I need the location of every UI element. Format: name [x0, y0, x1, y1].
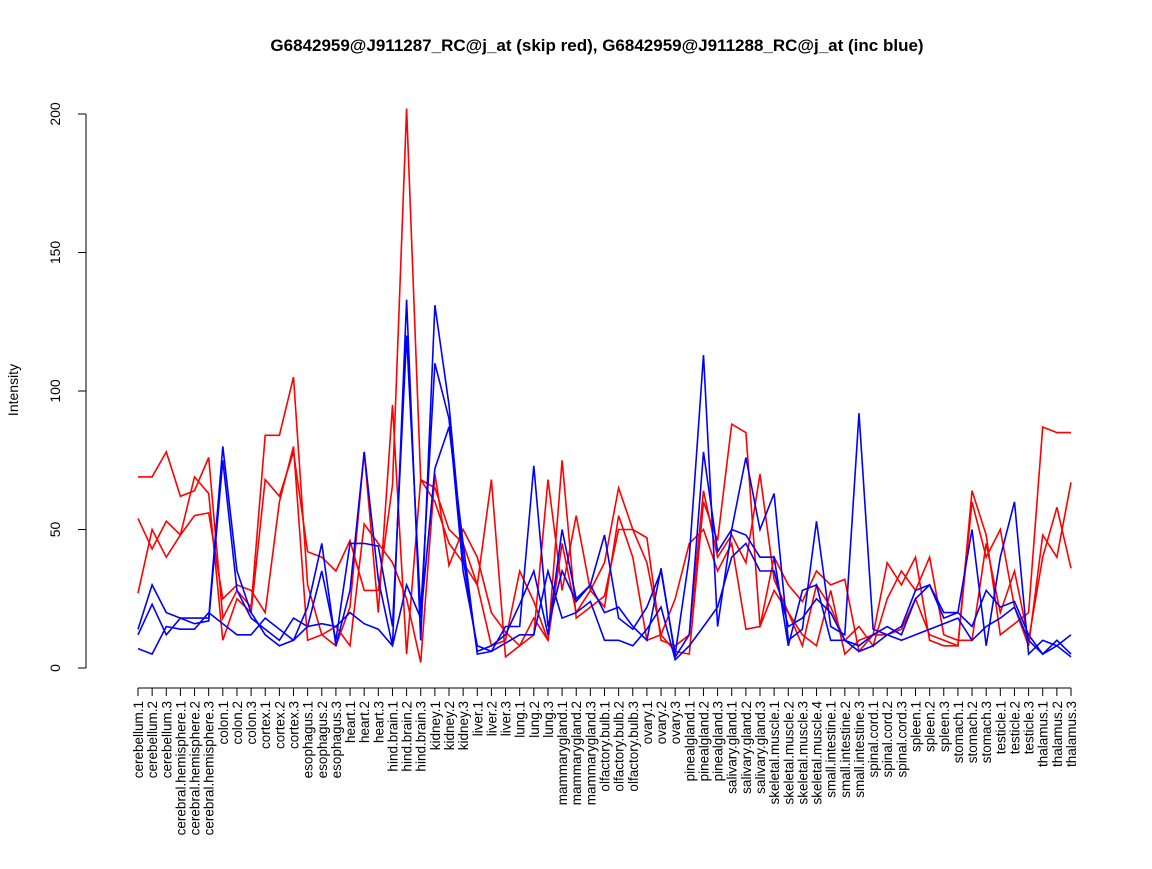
series-line-skip-3: [137, 446, 1072, 663]
x-tick-label: mammarygland.1: [555, 701, 570, 805]
y-tick-label: 150: [47, 241, 63, 265]
x-tick-label: heart.2: [357, 701, 372, 743]
series-line-inc-1: [137, 299, 1072, 656]
x-tick-label: small.intestine.3: [852, 701, 867, 798]
x-tick-label: cortex.3: [287, 701, 302, 749]
x-tick-label: ovary.3: [668, 701, 683, 744]
chart-title: G6842959@J911287_RC@j_at (skip red), G68…: [270, 36, 923, 55]
x-tick-label: liver.3: [499, 701, 514, 736]
x-tick-label: cerebellum.3: [159, 701, 174, 778]
x-tick-label: testicle.3: [1022, 701, 1037, 754]
x-tick-label: kidney.1: [428, 701, 443, 750]
y-axis-label: Intensity: [5, 364, 21, 416]
series-line-skip-1: [138, 376, 1071, 659]
x-tick-label: skeletal.muscle.2: [781, 701, 796, 805]
x-tick-label: hind.brain.3: [414, 701, 429, 772]
x-tick-label: skeletal.muscle.3: [795, 701, 810, 805]
x-tick-label: olfactory.bulb.3: [626, 701, 641, 792]
x-tick-label: heart.3: [371, 701, 386, 743]
x-tick-label: ovary.1: [640, 701, 655, 744]
x-tick-label: spinal.cord.2: [880, 701, 895, 778]
x-tick-label: skeletal.muscle.1: [767, 701, 782, 805]
x-tick-label: cortex.2: [272, 701, 287, 749]
x-tick-label: cerebral.hemisphere.3: [202, 701, 217, 835]
x-tick-label: hind.brain.1: [385, 701, 400, 772]
x-tick-label: pinealgland.2: [696, 701, 711, 781]
x-tick-label: olfactory.bulb.2: [612, 701, 627, 792]
x-tick-label: mammarygland.3: [583, 701, 598, 805]
y-tick-label: 50: [47, 522, 63, 538]
x-tick-label: pinealgland.1: [682, 701, 697, 781]
y-tick-label: 200: [47, 102, 63, 126]
x-tick-label: spleen.1: [909, 701, 924, 752]
x-tick-label: mammarygland.2: [569, 701, 584, 805]
x-axis: cerebellum.1 cerebellum.2 cerebellum.3 cere…: [131, 687, 1079, 835]
x-tick-label: cerebral.hemisphere.2: [188, 701, 203, 835]
x-tick-label: salivary.gland.1: [725, 701, 740, 794]
x-tick-label: esophagus.1: [301, 701, 316, 778]
x-tick-label: liver.1: [470, 701, 485, 736]
x-tick-label: hind.brain.2: [400, 701, 415, 772]
x-tick-label: heart.1: [343, 701, 358, 743]
x-tick-label: lung.1: [513, 701, 528, 738]
x-tick-label: stomach.1: [951, 701, 966, 763]
y-tick-label: 0: [47, 664, 63, 672]
x-tick-label: thalamus.1: [1036, 701, 1051, 767]
x-tick-label: ovary.2: [654, 701, 669, 744]
x-tick-label: cortex.1: [258, 701, 273, 749]
x-tick-label: colon.3: [244, 701, 259, 745]
x-tick-label: thalamus.2: [1050, 701, 1065, 767]
series-line-inc-3: [137, 426, 1072, 662]
x-tick-label: stomach.2: [965, 701, 980, 763]
y-tick-label: 100: [47, 379, 63, 403]
series-line-inc-2: [137, 335, 1072, 660]
x-tick-label: testicle.2: [1007, 701, 1022, 754]
x-tick-label: olfactory.bulb.1: [598, 701, 613, 792]
x-tick-label: small.intestine.1: [824, 701, 839, 798]
x-tick-label: small.intestine.2: [838, 701, 853, 798]
x-tick-label: testicle.1: [993, 701, 1008, 754]
x-tick-label: kidney.2: [442, 701, 457, 750]
x-tick-label: colon.1: [216, 701, 231, 745]
x-tick-label: spleen.2: [923, 701, 938, 752]
x-tick-label: stomach.3: [979, 701, 994, 763]
x-tick-label: lung.2: [527, 701, 542, 738]
x-tick-label: spleen.3: [937, 701, 952, 752]
x-tick-label: cerebellum.1: [131, 701, 146, 778]
x-tick-label: salivary.gland.3: [753, 701, 768, 794]
x-tick-label: esophagus.2: [315, 701, 330, 778]
x-tick-label: pinealgland.3: [711, 701, 726, 781]
x-tick-label: spinal.cord.1: [866, 701, 881, 778]
x-tick-label: kidney.3: [456, 701, 471, 750]
x-tick-label: liver.2: [484, 701, 499, 736]
y-axis: 0 50 100 150 200: [47, 102, 87, 672]
x-tick-label: lung.3: [541, 701, 556, 738]
x-tick-label: esophagus.3: [329, 701, 344, 778]
x-tick-label: colon.2: [230, 701, 245, 745]
x-tick-label: cerebellum.2: [145, 701, 160, 778]
series-line-skip-2: [137, 108, 1072, 656]
x-tick-label: spinal.cord.3: [894, 701, 909, 778]
x-tick-label: thalamus.3: [1064, 701, 1079, 767]
x-tick-label: skeletal.muscle.4: [810, 701, 825, 805]
series-lines: [137, 108, 1072, 663]
x-tick-label: salivary.gland.2: [739, 701, 754, 794]
x-tick-label: cerebral.hemisphere.1: [173, 701, 188, 835]
